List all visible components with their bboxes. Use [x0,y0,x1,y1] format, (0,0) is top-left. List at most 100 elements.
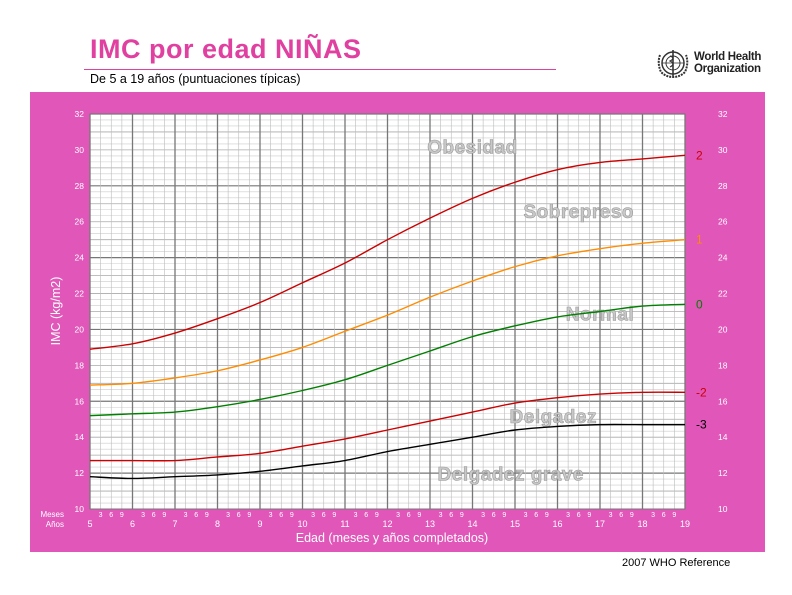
org-name-line1: World Health [694,51,762,63]
x-tick-label-year: 13 [425,519,435,529]
y-tick-label-left: 12 [75,468,85,478]
page-title: IMC por edad NIÑAS [90,34,362,64]
y-tick-label-left: 14 [75,432,85,442]
x-tick-label-month: 3 [396,512,400,519]
y-tick-label-right: 12 [718,468,728,478]
x-tick-label-month: 6 [152,512,156,519]
x-tick-label-month: 9 [502,512,506,519]
curves: 2 1 0 -2 -3 [89,148,707,480]
x-tick-label-month: 6 [449,512,453,519]
x-tick-label-year: 18 [637,519,647,529]
y-tick-label-left: 20 [75,324,85,334]
x-tick-label-month: 6 [279,512,283,519]
x-tick-label-year: 7 [172,519,177,529]
x-tick-label-year: 15 [510,519,520,529]
zone-label: Obesidad [427,138,518,159]
y-tick-label-right: 26 [718,217,728,227]
y-tick-label-left: 26 [75,217,85,227]
grid [89,113,686,510]
curve-sd-1 [89,238,686,386]
y-tick-label-left: 22 [75,289,85,299]
x-tick-label-month: 9 [545,512,549,519]
y-tick-label-right: 14 [718,432,728,442]
x-tick-label-year: 9 [257,519,262,529]
x-tick-label-month: 3 [524,512,528,519]
x-tick-label-month: 6 [492,512,496,519]
x-tick-label-year: 5 [87,519,92,529]
x-tick-label-month: 6 [194,512,198,519]
x-tick-label-year: 16 [552,519,562,529]
y-tick-label-right: 10 [718,504,728,514]
x-tick-label-month: 6 [619,512,623,519]
x-tick-label-month: 3 [269,512,273,519]
x-tick-label-month: 3 [566,512,570,519]
curve-sd-minus3 [89,423,685,480]
x-tick-label-month: 3 [354,512,358,519]
x-tick-label-month: 6 [237,512,241,519]
who-logo: World Health Organization [656,47,761,79]
zone-label: Sobrepreso [523,202,634,223]
x-tick-label-month: 3 [311,512,315,519]
x-tick-label-year: 14 [467,519,477,529]
curve-label-sd-2: 2 [696,148,703,162]
y-tick-label-right: 18 [718,360,728,370]
x-tick-label-month: 9 [672,512,676,519]
x-tick-label-month: 9 [247,512,251,519]
x-tick-label-month: 3 [439,512,443,519]
x-tick-label-month: 9 [205,512,209,519]
x-tick-label-month: 3 [609,512,613,519]
y-tick-label-right: 32 [718,109,728,119]
x-tick-label-year: 10 [297,519,307,529]
curve-sd-2 [89,154,686,350]
x-tick-label-month: 9 [417,512,421,519]
y-tick-label-left: 30 [75,145,85,155]
x-tick-label-year: 11 [340,519,349,529]
x-tick-label-month: 3 [481,512,485,519]
curve-label-sd-1: 1 [696,233,703,247]
x-tick-label-year: 6 [130,519,135,529]
years-row-label: Años [46,520,64,529]
x-tick-label-month: 9 [587,512,591,519]
who-emblem-icon [657,50,689,79]
x-tick-label-month: 6 [364,512,368,519]
curve-sd-0 [89,303,686,417]
x-tick-label-month: 6 [662,512,666,519]
zone-labels: ObesidadSobrepresoNormalDelgadezDelgadez… [427,137,634,485]
x-tick-label-month: 6 [577,512,581,519]
x-tick-label-month: 3 [99,512,103,519]
plot-border [89,113,686,510]
x-tick-label-month: 9 [630,512,634,519]
x-tick-label-month: 3 [184,512,188,519]
y-tick-label-right: 16 [718,396,728,406]
curve-label-sd-minus3: -3 [696,418,707,432]
x-tick-label-month: 3 [651,512,655,519]
x-tick-label-year: 12 [382,519,392,529]
y-tick-label-right: 24 [718,253,728,263]
y-tick-label-left: 10 [75,504,85,514]
y-axis-label: IMC (kg/m2) [49,277,63,346]
y-tick-label-left: 18 [75,360,85,370]
x-tick-label-month: 9 [332,512,336,519]
x-tick-label-month: 9 [375,512,379,519]
y-tick-label-right: 30 [718,145,728,155]
y-tick-label-right: 22 [718,289,728,299]
months-row-label: Meses [40,510,64,519]
x-tick-label-month: 9 [162,512,166,519]
y-tick-label-left: 28 [75,181,85,191]
title-underline [84,69,556,70]
x-tick-label-month: 9 [290,512,294,519]
x-tick-label-year: 19 [680,519,690,529]
y-tick-label-right: 28 [718,181,728,191]
x-tick-label-month: 6 [407,512,411,519]
x-axis-label: Edad (meses y años completados) [296,531,488,545]
zone-label: Delgadez [510,407,597,428]
page-subtitle: De 5 a 19 años (puntuaciones típicas) [90,72,301,86]
y-tick-label-right: 20 [718,324,728,334]
x-tick-label-month: 3 [141,512,145,519]
x-tick-label-month: 9 [460,512,464,519]
x-tick-label-month: 3 [226,512,230,519]
org-name-line2: Organization [694,63,761,75]
x-tick-label-year: 8 [215,519,220,529]
